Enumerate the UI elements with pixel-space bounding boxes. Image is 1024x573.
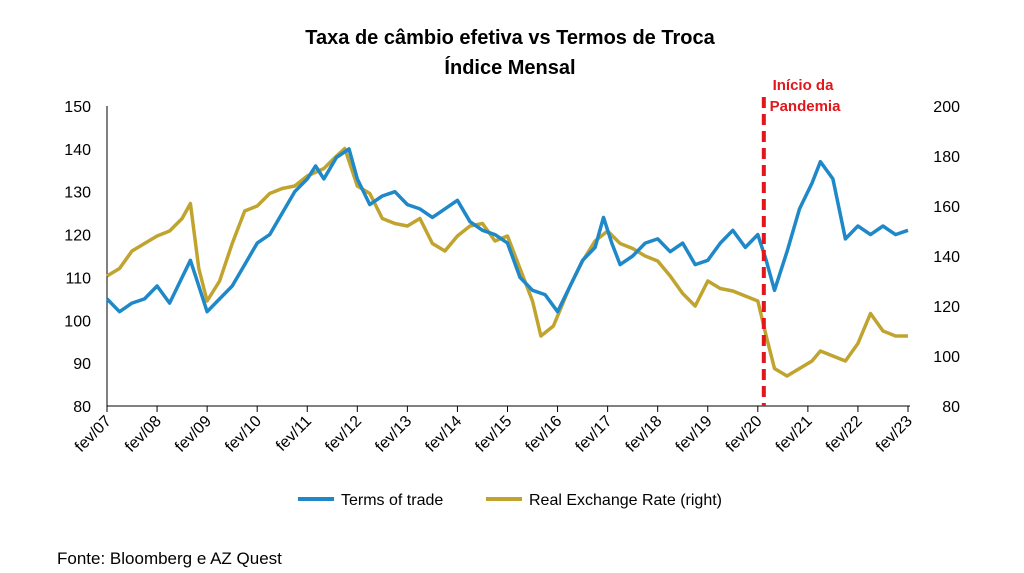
chart-subtitle: Índice Mensal [444,56,575,79]
right-tick-label: 160 [933,199,960,216]
left-tick-label: 110 [65,270,91,287]
x-tick-label: fev/07 [72,413,115,456]
x-tick-label: fev/09 [172,413,215,456]
legend: Terms of trade Real Exchange Rate (right… [298,492,722,509]
right-axis-ticks: 80 100 120 140 160 180 200 [933,99,960,416]
right-tick-label: 80 [942,399,960,416]
chart: Taxa de câmbio efetiva vs Termos de Troc… [64,27,960,509]
x-tick-label: fev/21 [773,413,816,456]
x-tick-label: fev/10 [222,413,265,456]
left-tick-label: 100 [64,313,91,330]
left-tick-label: 150 [64,99,91,116]
x-tick-label: fev/14 [422,413,465,456]
x-tick-label: fev/16 [523,413,566,456]
left-tick-label: 90 [73,356,91,373]
right-tick-label: 100 [933,349,960,366]
x-tick-label: fev/15 [472,413,515,456]
x-tick-label: fev/13 [372,413,415,456]
series-line-real-exchange-rate [106,146,908,378]
x-tick-label: fev/08 [122,413,165,456]
pandemic-annotation-line1: Início da [773,77,835,94]
left-tick-label: 130 [64,185,91,202]
left-tick-label: 120 [64,228,91,245]
left-tick-label: 140 [64,142,91,159]
legend-label-real-exchange-rate: Real Exchange Rate (right) [529,492,722,509]
x-tick-label: fev/20 [723,413,766,456]
right-tick-label: 120 [933,299,960,316]
source-note: Fonte: Bloomberg e AZ Quest [57,549,282,568]
right-tick-label: 140 [933,249,960,266]
x-axis-ticks: fev/07 fev/08 fev/09 fev/10 fev/11 fev/12 fev/… [72,406,916,456]
x-tick-label: fev/17 [573,413,616,456]
series-line-terms-of-trade [105,147,909,314]
x-tick-label: fev/23 [873,413,916,456]
right-tick-label: 180 [933,149,960,166]
x-tick-label: fev/12 [322,413,365,456]
x-tick-label: fev/18 [623,413,666,456]
legend-label-terms-of-trade: Terms of trade [341,492,443,509]
left-axis-ticks: 80 90 100 110 120 130 140 150 [64,99,91,416]
chart-title: Taxa de câmbio efetiva vs Termos de Troc… [305,27,715,49]
x-tick-label: fev/19 [673,413,716,456]
pandemic-annotation-line2: Pandemia [770,98,842,115]
x-tick-label: fev/11 [273,413,315,455]
left-tick-label: 80 [73,399,91,416]
x-tick-label: fev/22 [823,413,866,456]
right-tick-label: 200 [933,99,960,116]
